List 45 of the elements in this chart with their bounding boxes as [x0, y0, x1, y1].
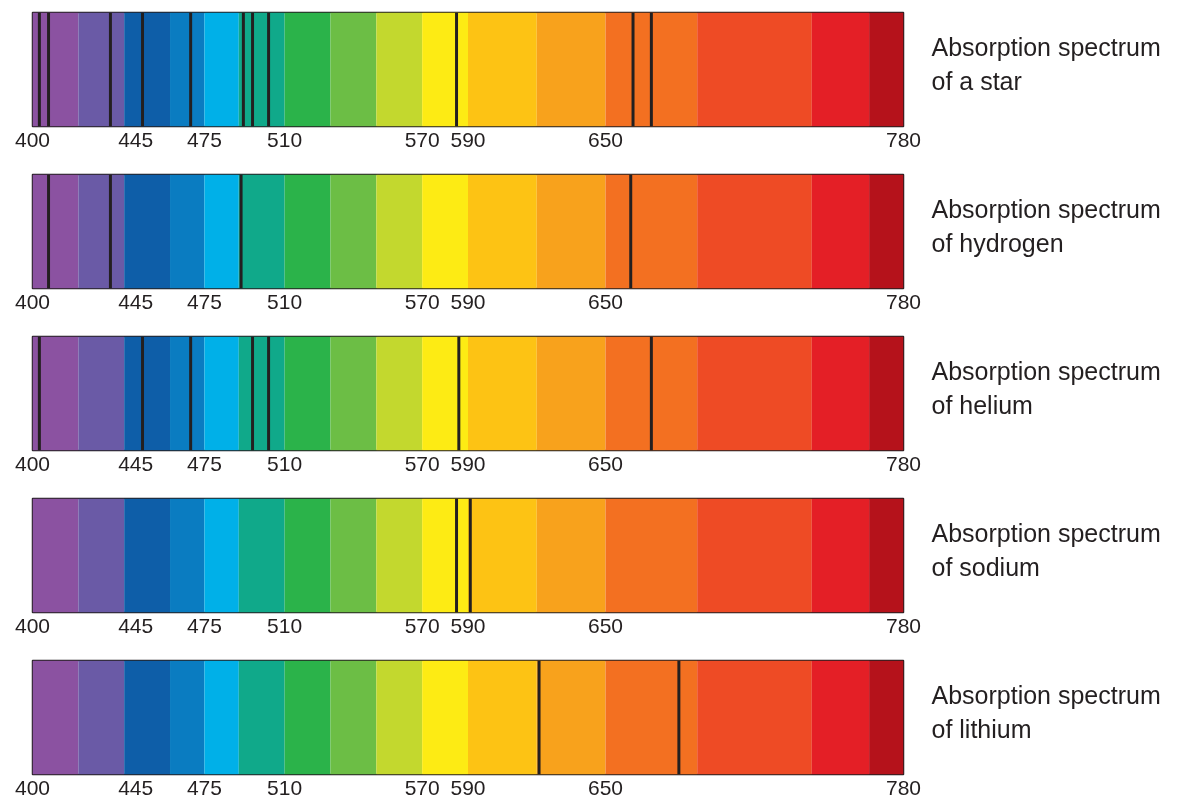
x-tick-label: 475 — [186, 289, 222, 313]
text: Absorption spectrum of hydrogen — [931, 194, 1161, 257]
x-tick-label: 400 — [14, 289, 51, 313]
x-tick-label: 650 — [588, 775, 624, 799]
x-tick-label: 570 — [404, 127, 440, 151]
x-tick-label: 590 — [450, 775, 486, 799]
x-tick-label: 590 — [450, 451, 486, 475]
x-tick-label: 400 — [14, 127, 51, 151]
x-tick-label: 400 — [14, 451, 51, 475]
x-tick-label: 445 — [118, 127, 154, 151]
x-tick-label: 570 — [404, 613, 440, 637]
x-tick-label: 570 — [404, 289, 440, 313]
x-tick-label: 570 — [404, 451, 440, 475]
x-tick-label: 650 — [588, 451, 624, 475]
x-tick-label: 510 — [267, 451, 303, 475]
text: Absorption spectrum of lithium — [931, 680, 1161, 743]
x-tick-label: 590 — [450, 289, 486, 313]
x-tick-label: 780 — [885, 127, 922, 151]
text: Absorption spectrum of sodium — [931, 518, 1161, 581]
x-tick-label: 445 — [118, 613, 154, 637]
x-tick-label: 780 — [885, 613, 922, 637]
x-tick-label: 510 — [267, 613, 303, 637]
x-tick-label: 650 — [588, 289, 624, 313]
text: Absorption spectrum of a star — [931, 32, 1161, 95]
x-tick-label: 475 — [186, 775, 222, 799]
x-tick-label: 445 — [118, 289, 154, 313]
x-tick-label: 570 — [404, 775, 440, 799]
x-tick-label: 510 — [267, 775, 303, 799]
x-tick-label: 445 — [118, 451, 154, 475]
x-tick-label: 475 — [186, 613, 222, 637]
x-tick-label: 780 — [885, 775, 922, 799]
x-tick-label: 475 — [186, 127, 222, 151]
x-tick-label: 445 — [118, 775, 154, 799]
x-tick-label: 650 — [588, 613, 624, 637]
x-tick-label: 650 — [588, 127, 624, 151]
x-tick-label: 475 — [186, 451, 222, 475]
x-tick-label: 400 — [14, 613, 51, 637]
x-tick-label: 780 — [885, 451, 922, 475]
x-tick-label: 510 — [267, 289, 303, 313]
x-tick-label: 510 — [267, 127, 303, 151]
x-tick-label: 590 — [450, 127, 486, 151]
x-tick-label: 400 — [14, 775, 51, 799]
x-tick-label: 590 — [450, 613, 486, 637]
text: Absorption spectrum of helium — [931, 356, 1161, 419]
x-tick-label: 780 — [885, 289, 922, 313]
